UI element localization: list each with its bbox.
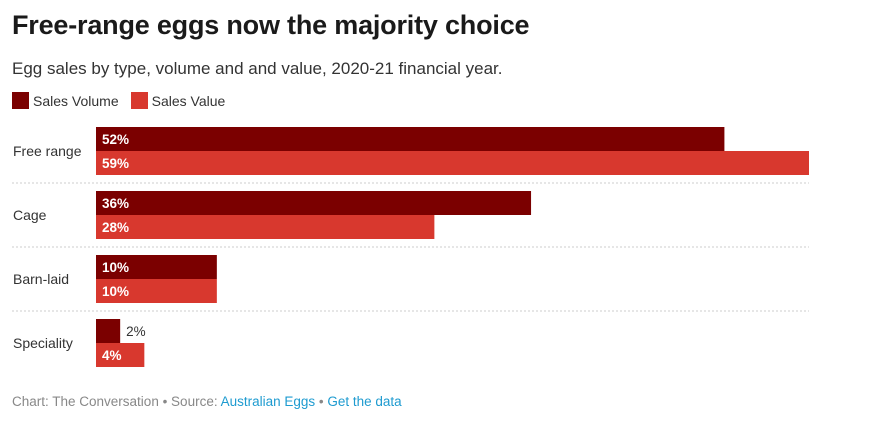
data-label-speciality-sales-volume: 2% (126, 324, 146, 339)
legend-label-sales-value: Sales Value (151, 92, 226, 109)
data-label-free-range-sales-value: 59% (102, 156, 129, 171)
bar-free-range-sales-volume (96, 127, 725, 151)
source-link[interactable]: Australian Eggs (220, 394, 316, 409)
legend-label-sales-volume: Sales Volume (33, 92, 119, 109)
legend-swatch-sales-value (130, 92, 148, 109)
data-label-cage-sales-volume: 36% (102, 196, 129, 211)
legend-item-sales-value: Sales Value (130, 92, 226, 109)
category-label-speciality: Speciality (13, 335, 73, 351)
data-label-barn-laid-sales-value: 10% (102, 284, 129, 299)
legend-swatch-sales-volume (12, 92, 29, 109)
data-label-speciality-sales-value: 4% (102, 348, 122, 363)
bar-cage-sales-value (96, 215, 435, 239)
data-label-cage-sales-value: 28% (102, 220, 129, 235)
bar-chart: Free range 52% 59% Cage 36% 28% Barn-laid 10% 10… (12, 127, 809, 367)
data-label-barn-laid-sales-volume: 10% (102, 260, 129, 275)
chart-footer: Chart: The Conversation • Source: Austra… (12, 394, 402, 409)
bar-barn-laid-sales-volume (96, 255, 217, 279)
bar-speciality-sales-volume (96, 319, 121, 343)
category-label-cage: Cage (13, 207, 47, 223)
chart-title: Free-range eggs now the majority choice (12, 10, 530, 40)
legend: Sales Volume Sales Value (12, 92, 237, 109)
footer-credit: Chart: The Conversation • Source: (12, 394, 221, 409)
get-data-link[interactable]: Get the data (327, 394, 402, 409)
category-label-barn-laid: Barn-laid (13, 271, 69, 287)
bar-free-range-sales-value (96, 151, 809, 175)
legend-item-sales-volume: Sales Volume (12, 92, 119, 109)
bar-barn-laid-sales-value (96, 279, 217, 303)
bar-cage-sales-volume (96, 191, 532, 215)
footer-separator: • (315, 394, 328, 409)
bar-speciality-sales-value (96, 343, 145, 367)
category-label-free-range: Free range (13, 143, 82, 159)
data-label-free-range-sales-volume: 52% (102, 132, 129, 147)
chart-subtitle: Egg sales by type, volume and and value,… (12, 59, 503, 78)
